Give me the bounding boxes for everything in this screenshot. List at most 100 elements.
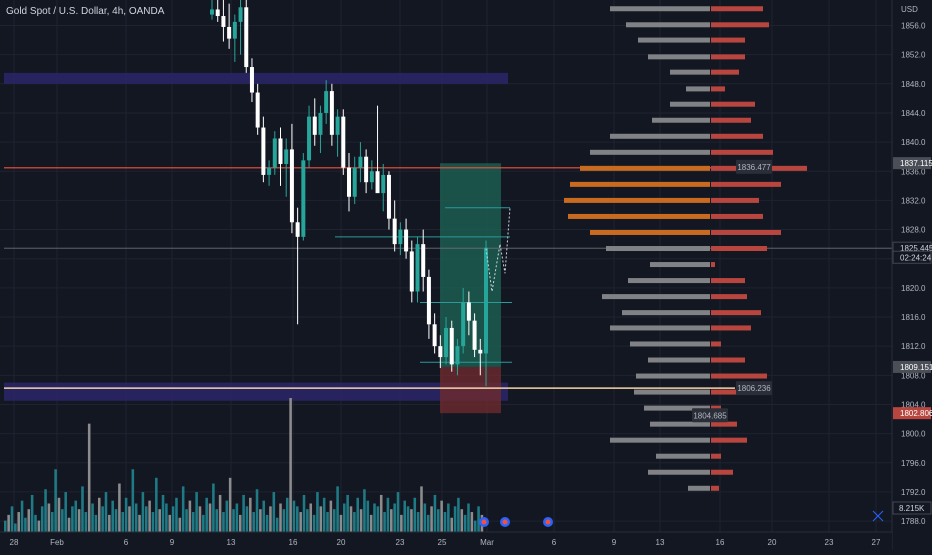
volume-bar [50, 512, 54, 532]
profile-bar-left [670, 69, 710, 75]
profile-bar-right [711, 310, 761, 316]
volume-bar [14, 523, 17, 532]
profile-bar-left [610, 6, 710, 12]
profile-bar-left [630, 341, 710, 347]
volume-bar [255, 489, 259, 532]
profile-bar-right [711, 405, 721, 411]
profile-bar-left [644, 405, 710, 411]
profile-bar-left [628, 278, 710, 284]
volume-bar [118, 483, 121, 532]
volume-bar [202, 514, 205, 532]
candle-body [432, 324, 437, 347]
candle-body [210, 9, 214, 15]
candle-body [261, 127, 266, 175]
volume-bar [299, 512, 302, 532]
currency-label: USD [901, 5, 918, 14]
volume-bar [94, 514, 98, 532]
profile-bar-left [626, 22, 710, 28]
profile-bar-left [670, 101, 710, 107]
profile-bar-right [711, 229, 781, 235]
volume-bar [343, 503, 346, 532]
x-tick-label: Mar [480, 538, 494, 547]
candle-body [329, 91, 334, 135]
event-icon[interactable] [500, 517, 510, 527]
volume-bar [235, 503, 239, 532]
profile-bar-right [711, 437, 747, 443]
volume-bar [433, 494, 437, 532]
y-tick-label: 1788.0 [901, 517, 926, 526]
crosshair-icon[interactable] [872, 510, 884, 522]
projection-path [485, 207, 511, 292]
volume-bar [319, 506, 323, 532]
label-1836: 1836.477 [736, 159, 772, 174]
profile-bar-right [711, 341, 721, 347]
x-tick-label: 13 [227, 538, 236, 547]
volume-bar [406, 506, 410, 532]
volume-bar [44, 489, 47, 532]
profile-bar-right [711, 469, 733, 475]
volume-bar [249, 497, 252, 532]
candle-body [267, 167, 272, 175]
profile-bar-right [711, 22, 769, 28]
volume-bar [77, 509, 81, 532]
candle-body [352, 167, 357, 197]
volume-bar [269, 506, 272, 532]
volume-bar [477, 506, 480, 532]
y-tick-label: 1828.0 [901, 226, 926, 235]
volume-bar [212, 483, 215, 532]
volume-bar [175, 497, 178, 532]
svg-text:1809.151: 1809.151 [900, 363, 932, 372]
profile-bar-left [648, 357, 710, 363]
profile-bar-left [650, 262, 710, 268]
volume-bar [171, 506, 175, 532]
candle-body [295, 222, 300, 237]
event-icon[interactable] [543, 517, 553, 527]
event-icon[interactable] [479, 517, 489, 527]
candle-body [455, 346, 460, 365]
volume-bar [437, 509, 440, 532]
candle-body [301, 160, 306, 237]
candle-body [392, 218, 397, 245]
volume-bar [282, 509, 286, 532]
volume-bar [272, 492, 276, 532]
volume-bar [30, 494, 34, 532]
x-tick-label: 9 [170, 538, 175, 547]
y-tick-label: 1804.0 [901, 400, 926, 409]
volume-bar [208, 503, 212, 532]
volume-bar [228, 477, 232, 532]
candle-body [484, 247, 488, 354]
volume-bar [121, 512, 125, 532]
profile-bar-left [564, 197, 710, 203]
volume-bar [238, 514, 242, 532]
volume-bar [262, 500, 266, 532]
volume-bar [336, 486, 339, 532]
svg-text:1804.685: 1804.685 [693, 411, 727, 420]
volume-bar [27, 509, 31, 532]
volume-bar [225, 500, 229, 532]
volume-bar [312, 514, 316, 532]
volume-bar [413, 497, 417, 532]
volume-bar [296, 506, 299, 532]
volume-bar [4, 520, 7, 532]
volume-bar [473, 520, 477, 532]
volume-bar [81, 486, 84, 532]
volume-bar [17, 512, 20, 532]
profile-bar-left [688, 485, 710, 491]
volume-bar [396, 492, 400, 532]
volume-bar [34, 514, 37, 532]
volume-bar [215, 509, 219, 532]
volume-bar [131, 469, 135, 532]
profile-bar-right [711, 37, 745, 43]
volume-bar [259, 509, 262, 532]
volume-bar [289, 398, 292, 532]
volume-bar [148, 500, 151, 532]
volume-bar [222, 512, 225, 532]
svg-text:1836.477: 1836.477 [737, 163, 771, 172]
volume-bar [386, 497, 390, 532]
volume-bar [416, 512, 420, 532]
volume-bar [165, 503, 168, 532]
candle-body [335, 116, 340, 135]
volume-bar [353, 512, 356, 532]
